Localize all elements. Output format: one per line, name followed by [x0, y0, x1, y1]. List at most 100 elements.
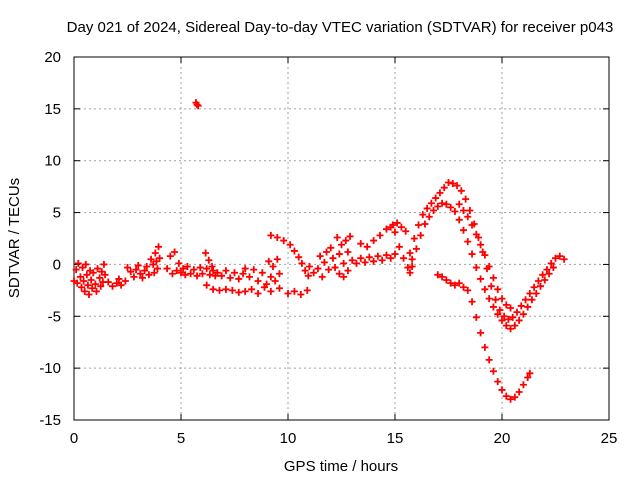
data-point [481, 343, 489, 351]
data-point [543, 266, 551, 274]
data-point [141, 267, 149, 275]
data-point [365, 253, 373, 261]
data-point [82, 260, 90, 268]
data-point [438, 273, 446, 281]
data-point [275, 284, 283, 292]
data-point [462, 195, 470, 203]
data-point [511, 393, 519, 401]
data-point [352, 259, 360, 267]
data-point [218, 272, 226, 280]
data-point [109, 282, 117, 290]
data-point [318, 273, 326, 281]
y-tick-label: 0 [53, 256, 61, 273]
data-point [498, 386, 506, 394]
data-point [286, 241, 294, 249]
data-point [438, 199, 446, 207]
data-point [163, 265, 171, 273]
data-point [316, 252, 324, 260]
data-point [193, 272, 201, 280]
data-point [489, 303, 497, 311]
data-point [404, 264, 412, 272]
data-point [459, 283, 467, 291]
data-point [406, 249, 414, 257]
data-point [468, 298, 476, 306]
data-point [502, 392, 510, 400]
data-point [92, 287, 100, 295]
data-point [166, 252, 174, 260]
data-point [216, 286, 224, 294]
data-point [395, 243, 403, 251]
data-point [156, 254, 164, 262]
data-point [406, 269, 414, 277]
data-point [145, 271, 153, 279]
data-point [222, 285, 230, 293]
data-point [254, 289, 262, 297]
y-tick-label: 20 [44, 49, 61, 66]
data-point [459, 206, 467, 214]
data-point [208, 263, 216, 271]
data-point [85, 291, 93, 299]
data-point [338, 241, 345, 249]
data-point [304, 272, 312, 280]
data-point [275, 270, 283, 278]
data-point [500, 312, 508, 320]
data-point [267, 287, 275, 295]
data-point [393, 219, 401, 227]
data-point [547, 259, 555, 267]
data-point [179, 265, 187, 273]
data-point [528, 296, 536, 304]
data-point [492, 296, 500, 304]
data-point [101, 271, 109, 279]
data-point [425, 213, 433, 221]
data-point [489, 367, 497, 375]
data-point [344, 267, 352, 275]
data-point [423, 204, 431, 212]
data-point [235, 275, 243, 283]
data-point [408, 255, 416, 263]
data-point [489, 274, 497, 282]
data-point [472, 313, 480, 321]
data-point [150, 269, 158, 277]
data-point [267, 273, 275, 281]
data-point [134, 261, 142, 269]
data-point [335, 270, 343, 278]
data-point [537, 282, 545, 290]
x-tick-label: 15 [387, 430, 404, 447]
data-point [397, 223, 405, 231]
data-point [459, 226, 467, 234]
data-point [314, 265, 322, 273]
data-point [329, 254, 337, 262]
data-point [333, 233, 341, 241]
y-axis-label: SDTVAR / TECUs [6, 178, 23, 298]
data-point [97, 282, 105, 290]
data-point [552, 254, 559, 262]
data-point [447, 279, 455, 287]
data-point [168, 270, 176, 278]
data-point [267, 231, 275, 239]
data-point [517, 302, 525, 310]
data-point [209, 285, 217, 293]
data-point [447, 203, 455, 211]
data-point [115, 275, 123, 283]
y-tick-label: -5 [48, 308, 61, 325]
data-point [432, 194, 440, 202]
data-point [325, 266, 333, 274]
data-point [507, 325, 515, 333]
data-point [507, 304, 515, 312]
data-point [430, 206, 438, 214]
data-point [344, 248, 352, 256]
data-point [260, 283, 268, 291]
data-point [121, 277, 129, 285]
data-point [181, 271, 189, 279]
data-point [481, 251, 489, 259]
data-point [472, 264, 480, 272]
data-point [532, 289, 540, 297]
data-point [241, 265, 249, 273]
data-point [451, 208, 459, 216]
data-point [494, 285, 502, 293]
data-point [80, 277, 88, 285]
data-point [203, 265, 211, 273]
data-point [74, 259, 82, 267]
